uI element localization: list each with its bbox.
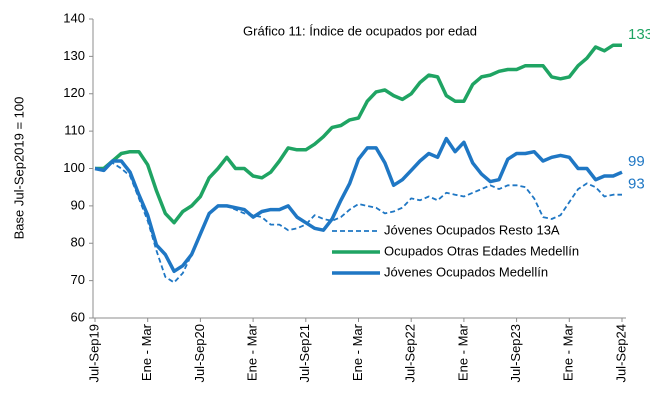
y-tick-label: 60: [71, 309, 85, 324]
y-tick-label: 100: [63, 160, 85, 175]
legend-label: Jóvenes Ocupados Resto 13A: [384, 222, 560, 237]
y-tick-label: 130: [63, 48, 85, 63]
y-tick-label: 140: [63, 10, 85, 25]
x-tick-label: Ene - Mar: [139, 323, 154, 381]
x-tick-label: Jul-Sep20: [192, 324, 207, 383]
y-tick-label: 120: [63, 85, 85, 100]
end-value-label: 93: [628, 176, 645, 193]
legend-label: Jóvenes Ocupados Medellín: [384, 264, 548, 279]
x-tick-label: Ene - Mar: [455, 323, 470, 381]
y-tick-label: 70: [71, 272, 85, 287]
legend-label: Ocupados Otras Edades Medellín: [384, 243, 579, 258]
x-tick-label: Jul-Sep22: [403, 324, 418, 383]
y-tick-label: 90: [71, 197, 85, 212]
x-tick-label: Jul-Sep21: [297, 324, 312, 383]
x-tick-label: Ene - Mar: [350, 323, 365, 381]
x-tick-label: Jul-Sep24: [613, 324, 628, 383]
chart-title: Gráfico 11: Índice de ocupados por edad: [243, 23, 477, 38]
series-line: [95, 43, 622, 225]
x-tick-label: Jul-Sep19: [86, 324, 101, 383]
series-line: [94, 136, 623, 274]
x-tick-label: Ene - Mar: [561, 323, 576, 381]
y-tick-label: 110: [64, 123, 85, 138]
end-value-label: 99: [628, 153, 645, 170]
y-axis-label: Base Jul-Sep2019 = 100: [11, 97, 26, 240]
end-value-label: 133: [628, 26, 650, 43]
x-tick-label: Ene - Mar: [245, 323, 260, 381]
x-tick-label: Jul-Sep23: [508, 324, 523, 383]
series-line: [95, 161, 622, 284]
y-tick-label: 80: [71, 235, 85, 250]
